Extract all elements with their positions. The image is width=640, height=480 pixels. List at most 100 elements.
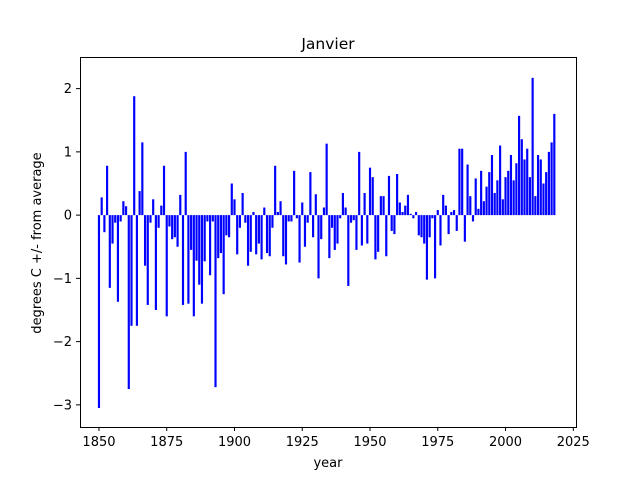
- x-tick-label: 2000: [489, 435, 522, 450]
- x-tick-label: 1875: [150, 435, 183, 450]
- bar-1949: [366, 215, 369, 244]
- bar-1941: [344, 207, 347, 216]
- bar-1990: [477, 208, 480, 216]
- bar-1874: [162, 165, 166, 216]
- bar-1923: [295, 215, 298, 219]
- bar-1996: [493, 192, 496, 216]
- x-tick-label: 1850: [82, 435, 115, 450]
- bar-1903: [241, 192, 244, 216]
- bar-1864: [135, 215, 138, 326]
- bar-1988: [471, 215, 475, 222]
- bar-2008: [526, 148, 529, 216]
- bar-1915: [274, 165, 277, 216]
- bar-1924: [298, 215, 301, 263]
- bar-1863: [133, 96, 136, 216]
- bar-1970: [423, 215, 426, 244]
- bar-1959: [393, 215, 396, 235]
- bar-1904: [244, 215, 247, 223]
- bar-1960: [396, 174, 399, 216]
- bar-1862: [130, 215, 133, 326]
- bars-group: [97, 77, 556, 409]
- bar-1893: [214, 215, 217, 388]
- bar-1906: [249, 215, 252, 252]
- bar-1976: [439, 215, 442, 246]
- bar-2004: [515, 163, 518, 216]
- bar-1945: [355, 215, 358, 250]
- bar-1888: [200, 215, 204, 304]
- bar-1853: [106, 165, 109, 216]
- bar-1900: [233, 199, 236, 216]
- bar-1956: [385, 215, 388, 257]
- bar-1918: [282, 215, 285, 257]
- bar-1922: [293, 170, 296, 216]
- bar-1935: [328, 215, 331, 259]
- bar-1993: [485, 186, 488, 216]
- bar-1929: [312, 215, 315, 238]
- bar-1886: [195, 215, 198, 261]
- bar-1896: [222, 215, 225, 295]
- bar-1869: [149, 215, 152, 223]
- bar-1894: [217, 215, 220, 259]
- bar-2000: [504, 177, 507, 216]
- bar-1898: [227, 215, 231, 238]
- bar-1911: [263, 207, 266, 216]
- bar-1852: [103, 215, 106, 233]
- bar-1877: [171, 215, 174, 240]
- bar-1983: [458, 148, 461, 216]
- bar-1944: [352, 215, 355, 221]
- bar-1901: [236, 215, 239, 255]
- bar-1914: [271, 215, 274, 228]
- bar-1937: [333, 215, 336, 250]
- bar-1972: [428, 215, 431, 238]
- bar-1997: [496, 180, 499, 216]
- bar-2009: [528, 177, 532, 216]
- bar-1957: [387, 175, 391, 216]
- bar-1919: [284, 215, 288, 265]
- bar-1934: [325, 143, 328, 216]
- bar-1979: [447, 215, 450, 235]
- bar-1885: [192, 215, 195, 317]
- bar-1867: [143, 215, 147, 266]
- bar-2018: [553, 113, 556, 216]
- bar-1991: [480, 170, 483, 216]
- bar-1967: [415, 211, 418, 216]
- bar-1984: [461, 148, 464, 216]
- bar-1927: [306, 215, 309, 223]
- y-axis-label: degrees C +/- from average: [30, 152, 45, 333]
- x-tick-label: 1925: [286, 435, 319, 450]
- bar-1856: [114, 215, 117, 223]
- bar-1992: [482, 201, 485, 216]
- bar-1858: [119, 215, 122, 222]
- bar-1928: [309, 172, 312, 216]
- bar-2014: [542, 183, 545, 216]
- bar-1861: [127, 215, 130, 390]
- bar-1880: [179, 194, 182, 216]
- bar-1887: [198, 215, 201, 285]
- bar-1850: [97, 215, 101, 409]
- bar-1857: [116, 215, 120, 302]
- bar-1968: [417, 215, 420, 236]
- bar-2002: [509, 155, 513, 216]
- bar-1955: [382, 196, 385, 216]
- bar-1938: [336, 215, 339, 244]
- bar-1878: [173, 215, 176, 238]
- bar-1933: [322, 207, 326, 216]
- bar-1942: [347, 215, 350, 286]
- bar-1876: [168, 215, 171, 227]
- bar-1980: [450, 211, 453, 216]
- bar-1953: [377, 215, 380, 252]
- bar-1889: [203, 215, 206, 262]
- bar-1977: [442, 194, 445, 216]
- x-axis: 1850 1875 1900 1925 1950 1975 2000 2025: [82, 427, 590, 450]
- bar-1985: [463, 215, 466, 242]
- bar-1865: [138, 191, 141, 216]
- bar-1946: [358, 151, 361, 216]
- plot-frame: [80, 57, 577, 428]
- bar-1998: [499, 145, 502, 216]
- bar-1943: [349, 215, 353, 223]
- bar-1908: [255, 215, 258, 255]
- bar-1913: [268, 215, 271, 257]
- chart-title: Janvier: [300, 35, 355, 53]
- bar-2005: [518, 115, 521, 216]
- bar-1925: [301, 202, 304, 216]
